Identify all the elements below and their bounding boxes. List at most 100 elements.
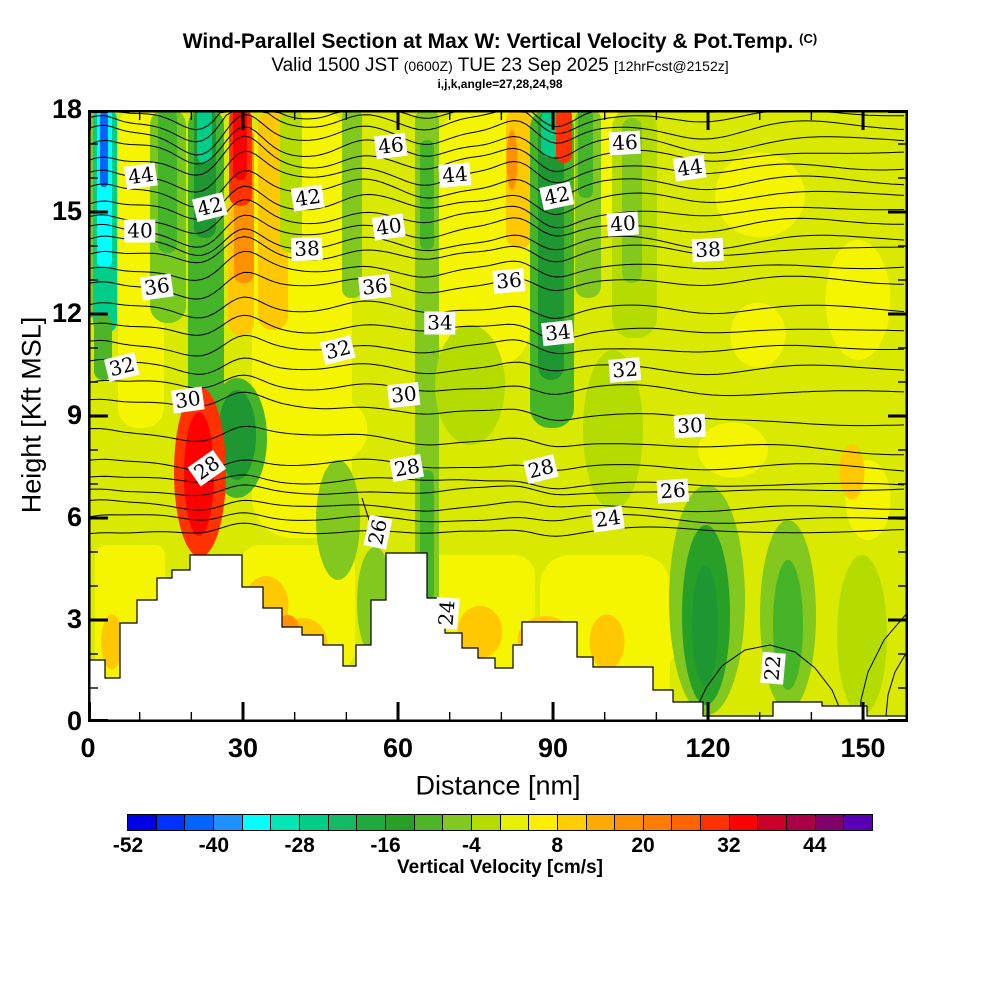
field-shape [538,110,564,380]
colorbar-cell--44 [185,815,214,830]
chart-title: Wind-Parallel Section at Max W: Vertical… [0,30,1000,54]
contour-label-46: 46 [608,130,642,156]
field-shape [715,152,805,238]
isentrope-line [88,126,905,165]
colorbar-tick-32: 32 [717,834,741,857]
y-tick-label-12: 12 [51,298,82,328]
colorbar-cell-4 [529,815,558,830]
isentrope-line [88,170,905,208]
title-block: Wind-Parallel Section at Max W: Vertical… [0,30,1000,91]
contour-label-40: 40 [606,211,640,237]
isentrope-line [692,644,844,717]
y-tick-label-3: 3 [66,604,82,634]
x-tick-label-90: 90 [537,733,569,763]
isentrope-line [88,214,904,248]
field-shape [218,390,256,480]
x-tick-label-150: 150 [840,733,886,763]
colorbar-cell-48 [844,815,873,830]
isentrope-line [88,484,905,497]
colorbar-cell--36 [242,815,272,830]
field-shape [698,422,768,478]
isentrope-line [88,135,905,176]
field-shape [578,110,593,198]
colorbar-cell--32 [271,815,300,830]
isentrope-line [88,391,905,427]
field-shape [435,325,505,445]
colorbar-cell--12 [414,815,444,830]
valid-date-text: TUE 23 Sep 2025 [452,55,615,76]
field-shape [457,606,503,658]
plot-frame [88,110,908,722]
contour-label-32: 32 [608,356,642,383]
chart-subtitle: Valid 1500 JST (0600Z) TUE 23 Sep 2025 [… [0,55,1000,77]
contour-label-34: 34 [424,311,456,335]
contour-label-40: 40 [124,219,156,243]
grid-info-line: i,j,k,angle=27,28,24,98 [437,77,563,91]
x-tick-label-120: 120 [685,733,731,763]
field-shape [158,110,177,253]
colorbar-tick-44: 44 [803,834,827,857]
isentrope-line [859,611,908,717]
x-tick-label-30: 30 [227,733,259,763]
contour-label-22: 22 [759,651,786,685]
x-tick-label-0: 0 [80,733,96,763]
colorbar-cell-8 [557,815,587,830]
y-tick-label-9: 9 [66,400,82,430]
contour-label-44: 44 [438,161,472,188]
isentrope-line [88,374,905,397]
terrain-profile [88,552,908,722]
field-shape [589,614,625,670]
contour-label-38: 38 [691,237,725,263]
y-tick-label-6: 6 [66,502,82,532]
isentrope-line [88,334,905,357]
isentrope-line [88,499,904,513]
contour-label-30: 30 [387,381,421,409]
chart-title-units: (C) [799,31,818,46]
field-shape [316,460,360,580]
colorbar-cell-0 [500,815,530,830]
colorbar-tick--16: -16 [370,834,401,857]
field-shape [101,614,123,670]
contour-label-38: 38 [290,236,324,262]
field-shape [342,110,362,298]
contour-label-42: 42 [290,184,326,212]
colorbar-tick--4: -4 [462,834,481,857]
chart-title-text: Wind-Parallel Section at Max W: Vertical… [182,30,794,53]
y-tick-label-0: 0 [66,706,82,736]
field-shape [312,400,368,460]
y-tick-label-18: 18 [51,94,82,124]
colorbar-cell--24 [328,815,358,830]
contour-label-26: 26 [656,478,690,504]
colorbar-tick--28: -28 [284,834,315,857]
contour-label-46: 46 [373,132,409,160]
contour-label-36: 36 [492,267,526,294]
colorbar-cell-40 [787,815,816,830]
isentrope-line [88,250,905,281]
x-axis-title: Distance [nm] [415,770,581,801]
colorbar-cell--20 [357,815,386,830]
field-shape [692,565,718,685]
forecast-info: [12hrFcst@2152z] [614,58,729,74]
colorbar-cell-20 [643,815,673,830]
colorbar-cell-32 [729,815,759,830]
isentrope-line [88,236,904,264]
colorbar-tick--40: -40 [198,834,230,857]
isentrope-line [88,357,905,376]
field-shape [622,118,642,283]
y-tick-label-15: 15 [51,196,82,226]
isentrope-line [88,228,905,256]
field-shape [506,130,518,190]
contour-label-30: 30 [170,386,206,414]
contour-label-30: 30 [673,413,707,439]
isentrope-line [88,474,905,490]
colorbar-cell-12 [586,815,616,830]
colorbar-tick-8: 8 [551,834,564,857]
colorbar-cell--28 [299,815,329,830]
contour-label-44: 44 [123,162,159,190]
valid-time-text: Valid 1500 JST [271,55,404,76]
colorbar-tick-20: 20 [631,834,655,857]
colorbar-cell--16 [385,815,415,830]
isentrope-line [88,150,905,193]
colorbar [127,814,873,831]
colorbar-cell--4 [471,815,501,830]
